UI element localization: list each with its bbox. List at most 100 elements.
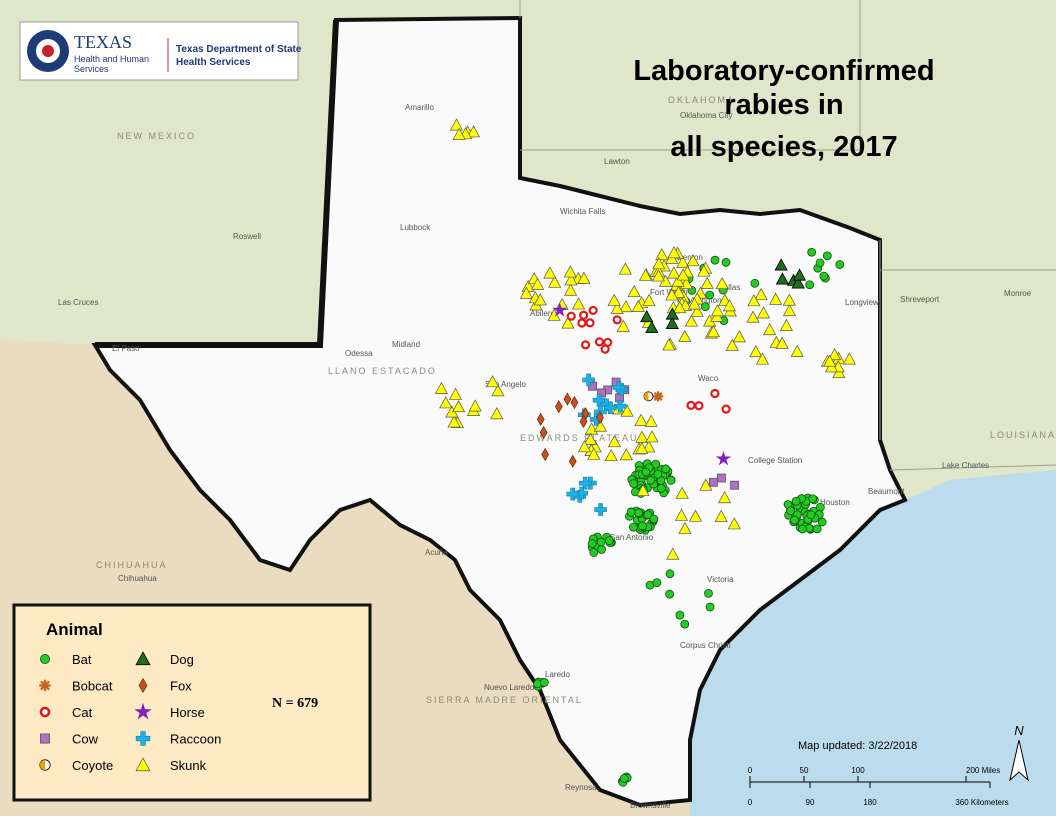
symbol-skunk <box>644 414 658 427</box>
place-label: Houston <box>820 498 850 507</box>
symbol-bat <box>805 280 815 290</box>
title: rabies in <box>724 89 843 121</box>
symbol-cat <box>594 337 605 347</box>
symbol-fox <box>568 454 577 468</box>
symbol-bat <box>812 524 822 534</box>
symbol-skunk <box>842 352 856 365</box>
place-label: Odessa <box>345 349 373 358</box>
place-label: Shreveport <box>900 295 940 304</box>
scale-label: 180 <box>863 798 877 807</box>
legend-label: Horse <box>170 705 205 720</box>
symbol-bat <box>626 507 636 517</box>
symbol-coyote-half <box>39 759 45 771</box>
place-label: Lake Charles <box>942 461 989 470</box>
symbol-skunk <box>727 517 741 530</box>
region-label: CHIHUAHUA <box>96 560 168 570</box>
symbol-bat <box>666 475 676 485</box>
symbol-skunk <box>828 348 842 361</box>
symbol-horse <box>134 702 152 720</box>
place-label: Lawton <box>604 157 630 166</box>
place-label: Laredo <box>545 670 570 679</box>
place-label: Roswell <box>233 232 261 241</box>
symbol-skunk <box>468 399 482 412</box>
symbol-bat <box>790 515 799 525</box>
symbol-horse <box>552 302 568 317</box>
symbol-fox <box>596 410 604 425</box>
scale-label: 360 Kilometers <box>955 798 1008 807</box>
symbol-cow <box>730 480 739 490</box>
place-label: Chihuahua <box>118 574 157 583</box>
symbol-bobcat-ray <box>653 392 663 401</box>
symbol-skunk <box>645 430 659 443</box>
symbol-skunk <box>662 338 676 351</box>
symbol-raccoon <box>566 487 580 501</box>
symbol-skunk <box>563 265 577 278</box>
symbol-skunk <box>604 448 618 462</box>
symbol-skunk <box>519 286 533 299</box>
region-label: OKLAHOMA <box>668 95 735 105</box>
scale-label: 200 Miles <box>966 766 1000 775</box>
symbol-dog <box>665 316 679 329</box>
symbol-raccoon <box>135 731 151 746</box>
symbol-skunk <box>775 336 789 349</box>
place-label: Longview <box>845 298 879 307</box>
place-label: Abilene <box>530 309 557 318</box>
symbol-bat <box>629 479 639 489</box>
place-label: Las Cruces <box>58 298 98 307</box>
symbol-skunk <box>607 293 621 306</box>
symbol-skunk <box>715 276 729 290</box>
symbol-dog <box>775 272 790 285</box>
symbol-bat <box>710 255 720 265</box>
logo-dshs: Texas Department of State <box>176 44 302 55</box>
place-labels: Amarillo Lubbock Midland Odessa El Paso Abile… <box>58 71 1054 810</box>
symbol-bat <box>705 602 715 612</box>
symbol-skunk <box>697 264 711 277</box>
legend-label: Cow <box>72 732 99 747</box>
symbol-fox <box>539 425 548 440</box>
symbol-skunk <box>690 304 704 317</box>
symbol-fox <box>138 678 148 693</box>
symbol-skunk <box>710 304 725 317</box>
symbol-skunk <box>448 387 463 400</box>
symbol-bat <box>721 258 731 267</box>
symbol-cat <box>694 401 704 411</box>
symbol-cat <box>710 388 720 399</box>
symbol-skunk <box>466 125 481 138</box>
symbol-dog <box>792 268 807 281</box>
legend-label: Dog <box>170 652 194 667</box>
symbol-cow <box>597 388 606 398</box>
symbol-skunk <box>636 483 650 496</box>
symbol-bobcat <box>39 679 51 692</box>
symbol-raccoon <box>613 399 627 413</box>
symbol-skunk <box>642 293 656 306</box>
region-label: EDWARDS PLATEAU <box>520 433 639 443</box>
symbol-bobcat <box>652 391 663 402</box>
symbol-skunk <box>533 293 547 306</box>
symbol-skunk <box>452 127 466 140</box>
symbol-bat <box>40 654 51 665</box>
symbol-horse <box>715 450 732 466</box>
region-label: LLANO ESTACADO <box>328 366 437 376</box>
logo-hhs: Health and Human <box>74 54 149 64</box>
symbol-skunk <box>561 316 575 329</box>
place-label: Lubbock <box>400 223 431 232</box>
symbol-bat <box>815 502 825 512</box>
symbol-bat <box>652 578 662 588</box>
symbol-fox <box>554 400 563 414</box>
symbol-skunk <box>491 384 505 397</box>
place-label: San Angelo <box>485 380 526 389</box>
symbol-skunk <box>673 301 687 314</box>
symbol-skunk <box>688 509 703 522</box>
symbol-skunk <box>725 338 739 351</box>
symbol-cat <box>721 404 731 414</box>
scale-label: 50 <box>800 766 809 775</box>
logo-hhs: Services <box>74 64 109 74</box>
symbol-skunk <box>610 301 624 314</box>
texas-border-shadow <box>95 19 339 348</box>
legend-label: Coyote <box>72 758 113 773</box>
symbol-skunk <box>763 323 777 336</box>
symbol-skunk <box>577 271 591 284</box>
symbol-raccoon <box>594 503 607 516</box>
symbol-bat <box>822 251 832 261</box>
